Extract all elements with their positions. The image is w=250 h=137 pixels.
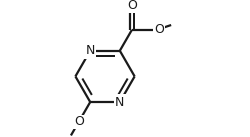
Text: N: N [86, 44, 95, 57]
Text: O: O [154, 23, 164, 36]
Text: O: O [74, 115, 84, 128]
Text: N: N [115, 95, 124, 109]
Text: O: O [127, 0, 137, 12]
